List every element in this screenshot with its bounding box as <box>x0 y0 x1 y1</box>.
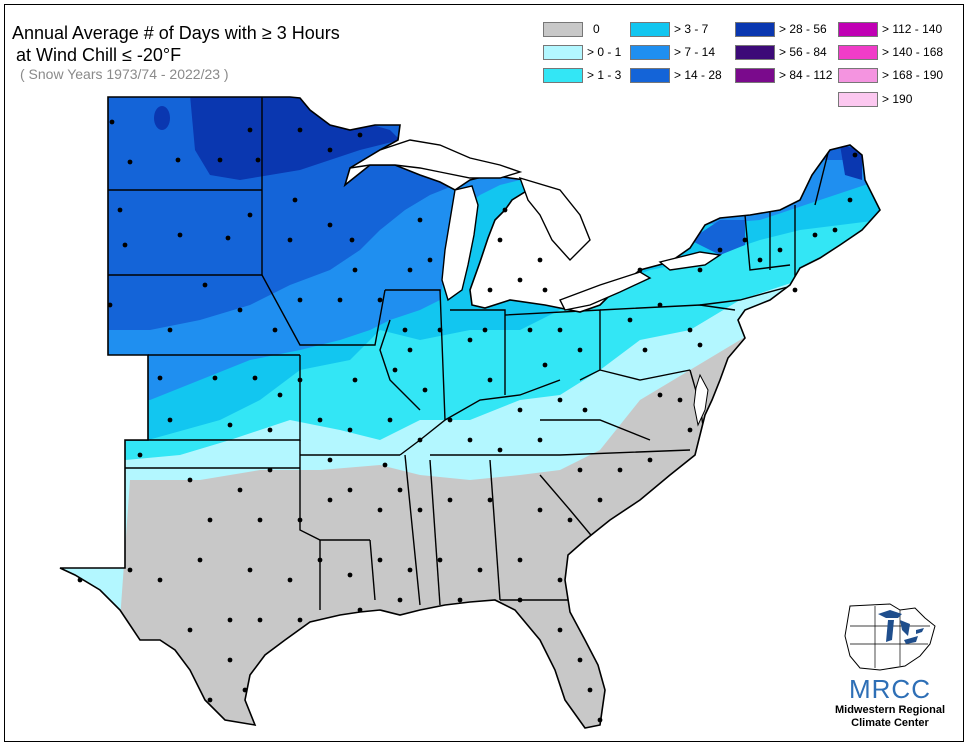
map-title-line2: at Wind Chill ≤ -20°F <box>16 45 182 65</box>
legend-label: > 140 - 168 <box>882 45 944 59</box>
legend-label: > 14 - 28 <box>674 68 722 82</box>
chesapeake-bay <box>693 373 709 427</box>
legend-swatch <box>630 45 670 60</box>
lake-ontario <box>658 251 722 271</box>
legend-swatch <box>630 22 670 37</box>
legend-swatch <box>735 68 775 83</box>
legend-swatch <box>543 68 583 83</box>
state-boundaries <box>108 97 831 610</box>
legend-label: > 0 - 1 <box>587 45 622 59</box>
legend-swatch <box>838 68 878 83</box>
lake-huron <box>518 176 591 262</box>
lake-michigan <box>441 185 479 302</box>
legend-swatch <box>543 45 583 60</box>
legend-swatch <box>838 92 878 107</box>
legend-label: > 1 - 3 <box>587 68 622 82</box>
lake-erie <box>559 271 652 311</box>
legend-swatch <box>735 45 775 60</box>
legend: 0 > 0 - 1 > 1 - 3 > 3 - 7 > 7 - 14 > 14 … <box>0 0 970 120</box>
legend-swatch <box>838 45 878 60</box>
legend-label: > 112 - 140 <box>882 22 943 36</box>
logo-line2: Climate Center <box>851 717 929 729</box>
legend-label: > 168 - 190 <box>882 68 944 82</box>
mrcc-logo: MRCC Midwestern Regional Climate Center <box>820 596 960 731</box>
legend-label: > 7 - 14 <box>674 45 716 59</box>
legend-label: > 190 <box>882 92 913 106</box>
midwest-map-icon <box>844 603 936 671</box>
legend-label: > 3 - 7 <box>674 22 709 36</box>
zone-28-56-spot <box>154 106 170 130</box>
logo-line1: Midwestern Regional <box>834 704 946 716</box>
legend-swatch <box>735 22 775 37</box>
lake-superior <box>349 139 523 179</box>
logo-acronym: MRCC <box>849 674 931 704</box>
map-subtitle: ( Snow Years 1973/74 - 2022/23 ) <box>20 66 229 82</box>
zone-ny-top <box>690 220 745 255</box>
legend-label: > 56 - 84 <box>779 45 827 59</box>
station-dots <box>77 119 858 723</box>
legend-swatch <box>630 68 670 83</box>
legend-swatch <box>543 22 583 37</box>
legend-label: 0 <box>593 22 600 36</box>
legend-swatch <box>838 22 878 37</box>
legend-label: > 28 - 56 <box>779 22 827 36</box>
map-title-line1: Annual Average # of Days with ≥ 3 Hours <box>12 23 340 43</box>
legend-label: > 84 - 112 <box>779 68 833 82</box>
